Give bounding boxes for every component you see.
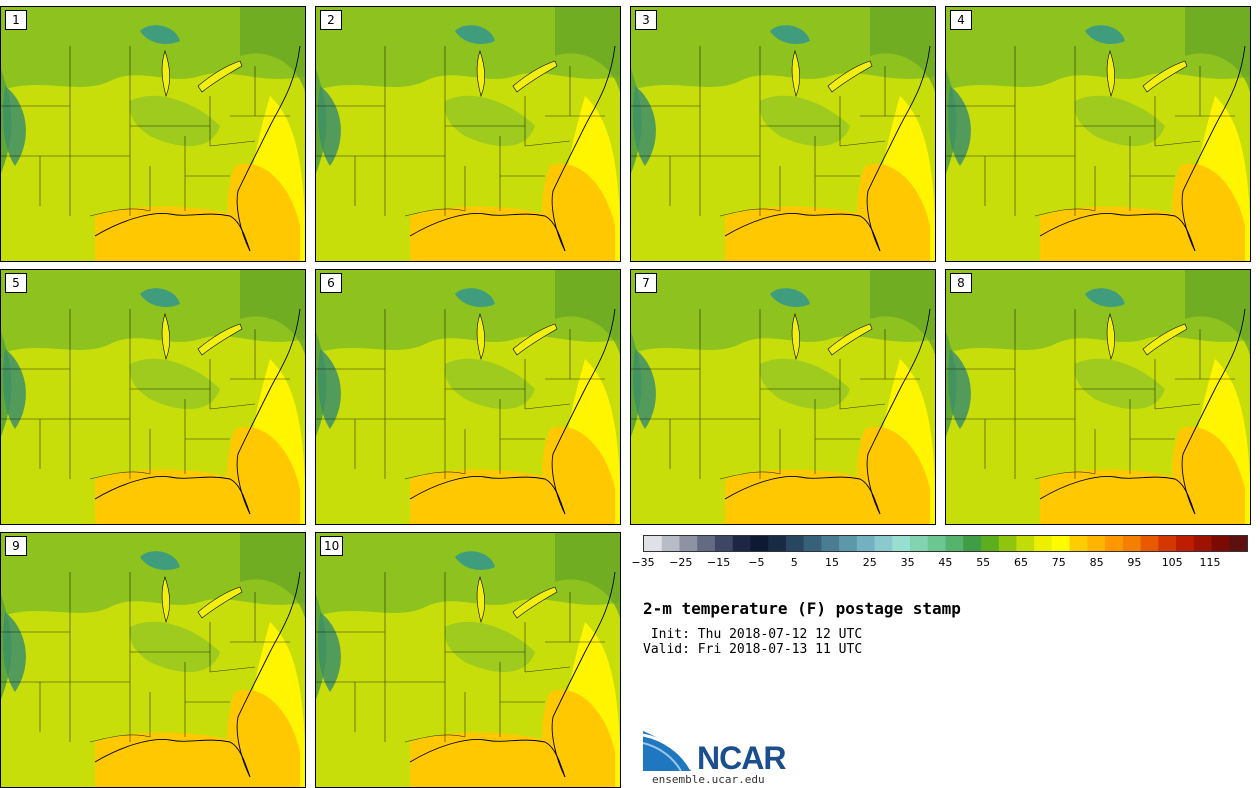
init-time: Init: Thu 2018-07-12 12 UTC bbox=[643, 627, 863, 642]
colorbar-swatch bbox=[927, 536, 946, 551]
colorbar-tick-label: −15 bbox=[706, 556, 731, 569]
colorbar-tick-label: −35 bbox=[631, 556, 655, 569]
temperature-map bbox=[315, 6, 621, 262]
temperature-map bbox=[945, 269, 1251, 525]
member-number-label: 4 bbox=[950, 10, 972, 30]
temperature-colorbar bbox=[643, 535, 1248, 552]
temperature-map bbox=[630, 269, 936, 525]
colorbar-swatch bbox=[1229, 536, 1247, 551]
site-url: ensemble.ucar.edu bbox=[652, 773, 765, 786]
colorbar-swatch bbox=[768, 536, 787, 551]
colorbar-swatch bbox=[679, 536, 698, 551]
colorbar-tick-label: 85 bbox=[1089, 556, 1104, 569]
member-number-label: 6 bbox=[320, 273, 342, 293]
colorbar-tick-label: 55 bbox=[976, 556, 991, 569]
colorbar-swatch bbox=[980, 536, 1000, 551]
colorbar-tick-label: 45 bbox=[938, 556, 953, 569]
ensemble-member-map: 4 bbox=[945, 6, 1251, 262]
colorbar-tick-label: 65 bbox=[1014, 556, 1028, 569]
colorbar-tick-label: 75 bbox=[1051, 556, 1066, 569]
colorbar-swatch bbox=[892, 536, 911, 551]
colorbar-tick-label: 115 bbox=[1199, 556, 1221, 569]
member-number-label: 10 bbox=[320, 536, 344, 556]
temperature-map bbox=[315, 532, 621, 788]
member-number-label: 8 bbox=[950, 273, 972, 293]
member-number-label: 1 bbox=[5, 10, 27, 30]
colorbar-swatch bbox=[644, 536, 663, 551]
colorbar-tick-label: 15 bbox=[825, 556, 839, 569]
colorbar-swatch bbox=[1051, 536, 1071, 551]
colorbar-swatch bbox=[1087, 536, 1106, 551]
temperature-map bbox=[0, 269, 306, 525]
colorbar-swatch bbox=[1140, 536, 1159, 551]
member-number-label: 3 bbox=[635, 10, 657, 30]
colorbar-tick-label: 35 bbox=[900, 556, 915, 569]
colorbar-swatch bbox=[714, 536, 734, 551]
member-number-label: 7 bbox=[635, 273, 657, 293]
colorbar-swatch bbox=[1176, 536, 1195, 551]
member-number-label: 2 bbox=[320, 10, 342, 30]
member-number-label: 9 bbox=[5, 536, 27, 556]
colorbar-swatch bbox=[1193, 536, 1213, 551]
colorbar-swatch bbox=[1069, 536, 1088, 551]
colorbar-swatch bbox=[945, 536, 964, 551]
ensemble-member-map: 9 bbox=[0, 532, 306, 788]
colorbar-tick-label: −5 bbox=[748, 556, 765, 569]
temperature-map bbox=[0, 6, 306, 262]
colorbar-swatch bbox=[839, 536, 858, 551]
colorbar-swatch bbox=[1016, 536, 1035, 551]
temperature-map bbox=[630, 6, 936, 262]
ensemble-member-map: 8 bbox=[945, 269, 1251, 525]
colorbar-swatch bbox=[910, 536, 929, 551]
colorbar-swatch bbox=[750, 536, 769, 551]
chart-title: 2-m temperature (F) postage stamp bbox=[643, 599, 961, 618]
colorbar-swatch bbox=[732, 536, 751, 551]
member-number-label: 5 bbox=[5, 273, 27, 293]
ncar-logo-text: NCAR bbox=[697, 740, 786, 776]
colorbar-swatch bbox=[874, 536, 893, 551]
colorbar-swatch bbox=[661, 536, 680, 551]
colorbar-swatch bbox=[821, 536, 840, 551]
colorbar-swatch bbox=[1105, 536, 1124, 551]
ncar-logo-icon bbox=[643, 731, 693, 772]
colorbar-swatch bbox=[697, 536, 716, 551]
valid-time: Valid: Fri 2018-07-13 11 UTC bbox=[643, 642, 863, 657]
colorbar-swatch bbox=[998, 536, 1017, 551]
ensemble-member-map: 7 bbox=[630, 269, 936, 525]
colorbar-tick-label: −25 bbox=[669, 556, 693, 569]
colorbar-tick-label: 95 bbox=[1127, 556, 1142, 569]
colorbar-swatch bbox=[1211, 536, 1230, 551]
ensemble-member-map: 5 bbox=[0, 269, 306, 525]
colorbar-swatch bbox=[1034, 536, 1053, 551]
ensemble-member-map: 6 bbox=[315, 269, 621, 525]
ensemble-member-map: 1 bbox=[0, 6, 306, 262]
colorbar-tick-label: 5 bbox=[790, 556, 798, 569]
colorbar-tick-labels: −35 −25 −15 −5 5 15 25 35 45 55 65 75 85 95 105 115 bbox=[630, 556, 1260, 572]
colorbar-swatch bbox=[785, 536, 805, 551]
colorbar-tick-label: 105 bbox=[1161, 556, 1183, 569]
colorbar-swatch bbox=[803, 536, 822, 551]
colorbar-swatch bbox=[1122, 536, 1142, 551]
colorbar-tick-label: 25 bbox=[862, 556, 877, 569]
ensemble-member-map: 2 bbox=[315, 6, 621, 262]
temperature-map bbox=[0, 532, 306, 788]
ensemble-member-map: 10 bbox=[315, 532, 621, 788]
temperature-map bbox=[315, 269, 621, 525]
colorbar-swatch bbox=[1158, 536, 1177, 551]
ensemble-member-map: 3 bbox=[630, 6, 936, 262]
temperature-map bbox=[945, 6, 1251, 262]
colorbar-swatch bbox=[963, 536, 982, 551]
colorbar-swatch bbox=[856, 536, 876, 551]
